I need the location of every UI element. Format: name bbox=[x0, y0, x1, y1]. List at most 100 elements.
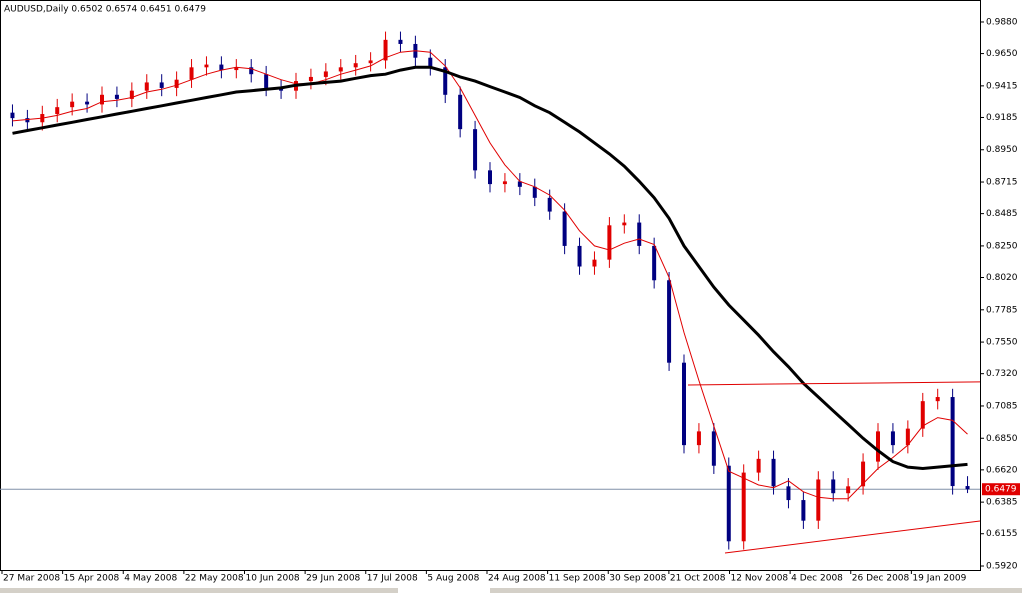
candle-body bbox=[502, 181, 507, 185]
candle-body bbox=[323, 71, 328, 77]
candle-body bbox=[756, 458, 761, 473]
candle-body bbox=[368, 60, 373, 64]
x-tick-label: 5 Aug 2008 bbox=[427, 574, 479, 584]
candle-body bbox=[249, 67, 254, 75]
x-tick-label: 21 Oct 2008 bbox=[670, 574, 726, 584]
y-tick-label: 0.8715 bbox=[986, 178, 1018, 188]
candle-body bbox=[696, 431, 701, 446]
candle-body bbox=[85, 101, 90, 105]
trendline bbox=[724, 520, 981, 554]
candle-body bbox=[637, 222, 642, 246]
candle-body bbox=[353, 63, 358, 68]
candle-body bbox=[129, 90, 134, 99]
candle-body bbox=[219, 64, 224, 71]
candle-body bbox=[935, 397, 940, 402]
x-tick-label: 4 Dec 2008 bbox=[791, 574, 843, 584]
candle-body bbox=[682, 362, 686, 446]
candle-body bbox=[861, 461, 866, 487]
y-tick-label: 0.7320 bbox=[986, 369, 1018, 379]
x-tick-label: 15 Apr 2008 bbox=[64, 574, 120, 584]
y-tick-label: 0.6385 bbox=[986, 498, 1018, 508]
candle-body bbox=[264, 74, 269, 88]
candle-body bbox=[234, 67, 239, 71]
candle-body bbox=[458, 94, 463, 130]
y-tick-label: 0.7550 bbox=[986, 338, 1018, 348]
candle-body bbox=[204, 64, 209, 68]
candle-body bbox=[114, 94, 119, 99]
candle-body bbox=[667, 280, 672, 363]
candle-body bbox=[562, 211, 567, 246]
x-tick-label: 12 Nov 2008 bbox=[731, 574, 789, 584]
candle-body bbox=[70, 101, 75, 108]
candle-body bbox=[547, 197, 552, 212]
x-tick-label: 27 Mar 2008 bbox=[3, 574, 60, 584]
candle-body bbox=[473, 129, 478, 171]
candle-body bbox=[711, 431, 716, 466]
y-tick-label: 0.9415 bbox=[986, 81, 1018, 91]
candle-body bbox=[10, 112, 15, 119]
x-tick-label: 22 May 2008 bbox=[185, 574, 244, 584]
y-tick-label: 0.6850 bbox=[986, 434, 1018, 444]
x-tick-label: 24 Aug 2008 bbox=[488, 574, 546, 584]
y-tick-label: 0.8485 bbox=[986, 209, 1018, 219]
trendline bbox=[687, 381, 981, 386]
x-tick-label: 26 Dec 2008 bbox=[852, 574, 910, 584]
candle-body bbox=[577, 245, 582, 267]
plot-area bbox=[0, 0, 981, 571]
candle-body bbox=[443, 67, 448, 95]
last-price-tag bbox=[982, 483, 1020, 496]
x-tick-label: 30 Sep 2008 bbox=[609, 574, 666, 584]
x-tick-label: 4 May 2008 bbox=[124, 574, 177, 584]
candle-body bbox=[607, 225, 612, 260]
candle-body bbox=[816, 479, 821, 521]
candle-body bbox=[383, 39, 388, 61]
y-tick-label: 0.7085 bbox=[986, 401, 1018, 411]
candle-body bbox=[174, 79, 179, 88]
candle-body bbox=[890, 431, 895, 446]
y-tick-label: 0.9650 bbox=[986, 49, 1018, 59]
candle-body bbox=[786, 486, 791, 501]
candle-body bbox=[428, 57, 433, 68]
candle-body bbox=[801, 500, 806, 521]
candle-body bbox=[965, 486, 970, 490]
x-tick-label: 10 Jun 2008 bbox=[246, 574, 300, 584]
x-tick-label: 11 Sep 2008 bbox=[549, 574, 606, 584]
y-tick-label: 0.8950 bbox=[986, 145, 1018, 155]
y-tick-label: 0.6620 bbox=[986, 465, 1018, 475]
candle-body bbox=[144, 82, 149, 91]
candle-body bbox=[159, 82, 164, 88]
candle-body bbox=[308, 76, 313, 82]
candle-body bbox=[25, 118, 30, 123]
y-tick-label: 0.6155 bbox=[986, 529, 1018, 539]
candle-body bbox=[622, 222, 627, 226]
candle-body bbox=[771, 458, 776, 487]
chart-title: AUDUSD,Daily 0.6502 0.6574 0.6451 0.6479 bbox=[4, 5, 206, 15]
moving-average bbox=[12, 50, 968, 500]
candle-body bbox=[652, 245, 657, 281]
moving-average bbox=[12, 65, 968, 471]
candle-body bbox=[905, 428, 910, 446]
last-price-label: 0.6479 bbox=[985, 485, 1017, 495]
y-tick-label: 0.9185 bbox=[986, 113, 1018, 123]
x-tick-label: 29 Jun 2008 bbox=[306, 574, 360, 584]
candle-body bbox=[189, 67, 194, 80]
candle-body bbox=[726, 465, 731, 542]
scroll-strip bbox=[0, 588, 398, 593]
candle-body bbox=[338, 67, 343, 72]
y-tick-label: 0.7785 bbox=[986, 305, 1018, 315]
candle-body bbox=[831, 479, 836, 494]
y-tick-label: 0.8250 bbox=[986, 241, 1018, 251]
y-tick-label: 0.8020 bbox=[986, 273, 1018, 283]
candle-body bbox=[488, 170, 492, 185]
x-tick-label: 19 Jan 2009 bbox=[912, 574, 966, 584]
candle-body bbox=[741, 472, 746, 542]
scroll-strip bbox=[490, 588, 1022, 593]
candle-body bbox=[100, 94, 104, 105]
candle-body bbox=[846, 486, 851, 494]
candle-body bbox=[592, 259, 597, 267]
candle-body bbox=[876, 431, 880, 462]
candle-body bbox=[517, 181, 522, 187]
candle-body bbox=[532, 186, 537, 198]
candle-body bbox=[398, 39, 403, 44]
